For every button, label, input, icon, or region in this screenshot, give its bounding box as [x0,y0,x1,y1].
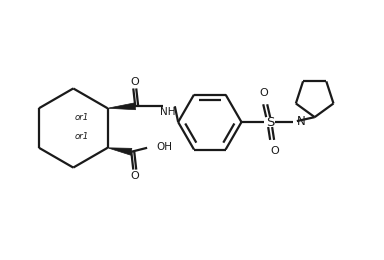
Text: O: O [130,172,139,181]
Text: or1: or1 [75,113,89,122]
Text: OH: OH [156,142,172,152]
Text: O: O [260,88,268,98]
Polygon shape [108,103,136,110]
Text: O: O [271,146,280,156]
Text: O: O [130,76,139,87]
Polygon shape [108,148,132,155]
Text: NH: NH [160,107,175,117]
Text: N: N [297,115,306,128]
Text: or1: or1 [75,132,89,141]
Text: S: S [266,116,274,129]
